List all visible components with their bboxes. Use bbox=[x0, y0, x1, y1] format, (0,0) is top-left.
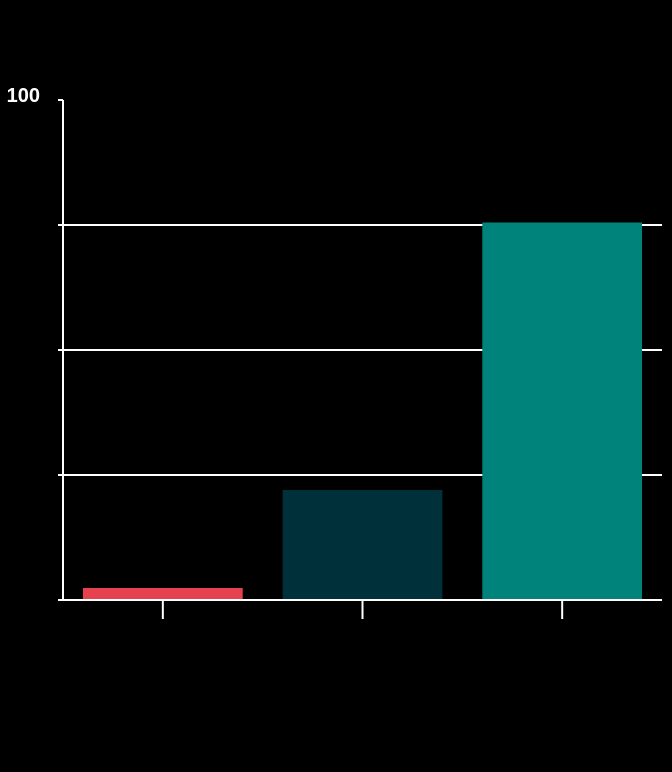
ticks bbox=[58, 99, 564, 619]
bar-2 bbox=[282, 490, 443, 600]
y-tick-label-100: 100 bbox=[7, 85, 40, 107]
bars bbox=[82, 222, 643, 600]
tick-labels: 100 bbox=[7, 85, 40, 107]
bar-3 bbox=[482, 222, 643, 600]
bar-1 bbox=[82, 588, 243, 600]
